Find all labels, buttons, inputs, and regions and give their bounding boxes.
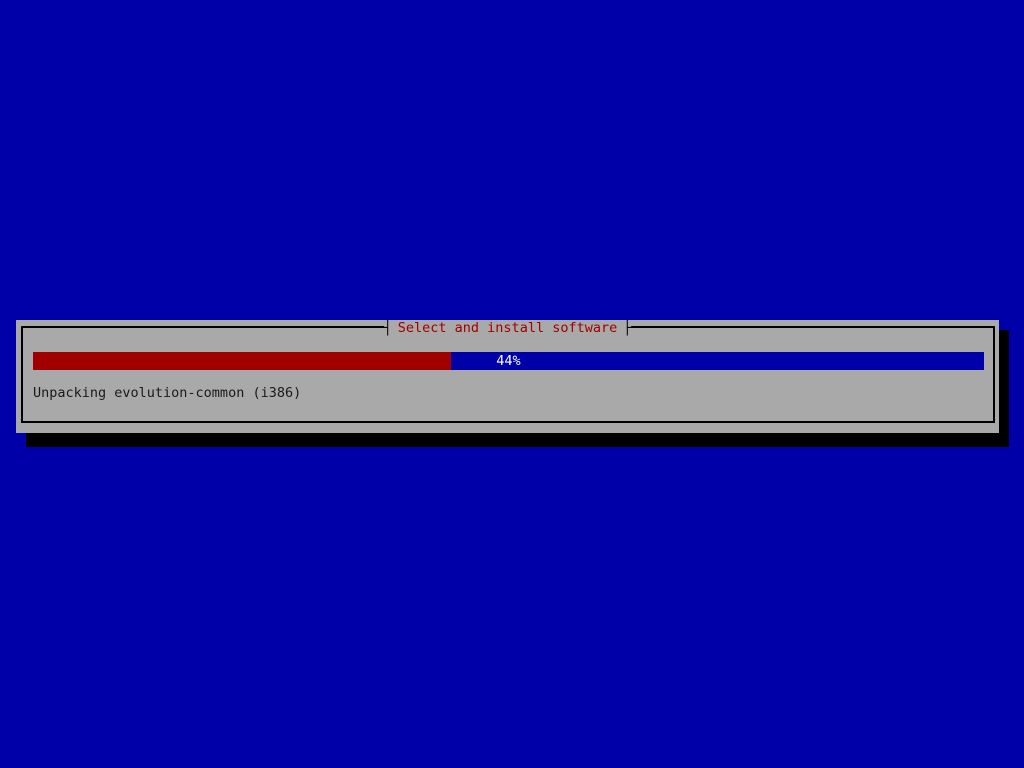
title-right-tick-icon: ├ <box>623 320 632 336</box>
progress-fill <box>33 352 452 370</box>
progress-percent-label: 44% <box>496 353 521 369</box>
dialog-title-text: Select and install software <box>397 320 618 336</box>
install-progress-bar: 44% <box>33 352 984 370</box>
dialog-inner-border <box>21 326 995 423</box>
title-left-tick-icon: ┤ <box>383 320 392 336</box>
install-status-text: Unpacking evolution-common (i386) <box>33 385 302 401</box>
dialog-title: ┤ Select and install software ├ <box>383 320 632 337</box>
install-progress-dialog: ┤ Select and install software ├ 44% Unpack… <box>16 320 999 433</box>
